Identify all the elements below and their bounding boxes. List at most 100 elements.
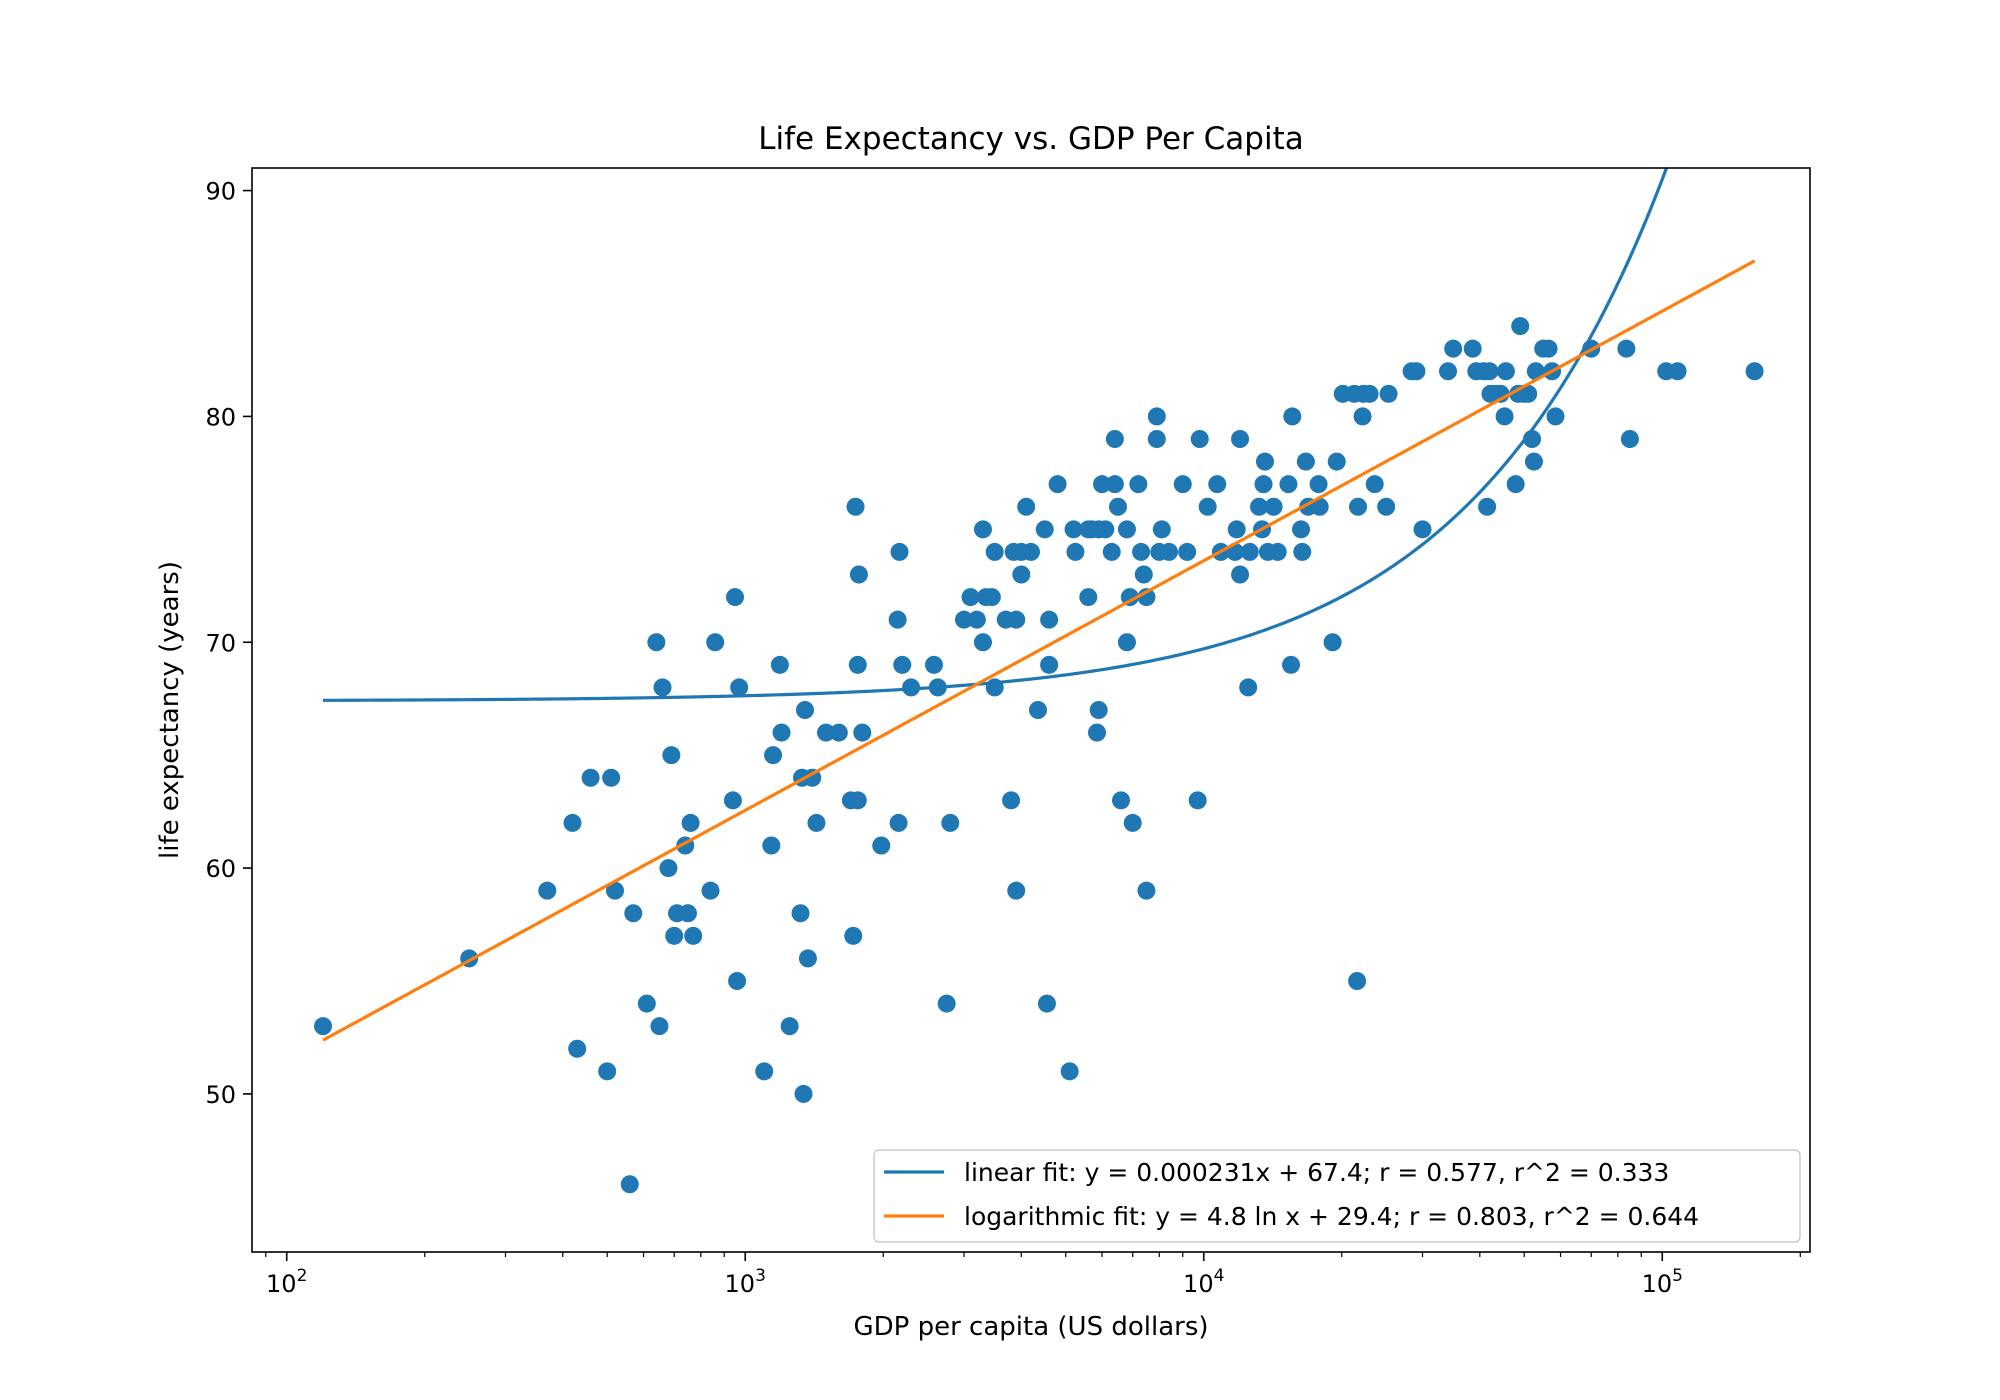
data-point bbox=[701, 881, 720, 900]
data-point bbox=[844, 926, 863, 945]
data-point bbox=[1087, 723, 1106, 742]
data-point bbox=[1668, 362, 1687, 381]
data-point bbox=[1129, 475, 1148, 494]
data-point bbox=[653, 678, 672, 697]
data-point bbox=[1539, 339, 1558, 358]
plot-area bbox=[251, 167, 1811, 1253]
data-point bbox=[1292, 520, 1311, 539]
data-point bbox=[1188, 791, 1207, 810]
y-axis: 50 60 70 80 90 bbox=[205, 178, 252, 1109]
x-axis-title: GDP per capita (US dollars) bbox=[853, 1312, 1208, 1342]
data-point bbox=[1413, 520, 1432, 539]
data-point bbox=[985, 542, 1004, 561]
data-point bbox=[659, 859, 678, 878]
data-point bbox=[1617, 339, 1636, 358]
data-point bbox=[1022, 542, 1040, 561]
data-point bbox=[1208, 475, 1227, 494]
data-point bbox=[1066, 542, 1085, 561]
data-point bbox=[770, 655, 789, 674]
data-point bbox=[1282, 655, 1301, 674]
data-point bbox=[941, 813, 960, 832]
data-point bbox=[1524, 452, 1543, 471]
data-point bbox=[1198, 497, 1217, 516]
data-point bbox=[1439, 362, 1458, 381]
data-point bbox=[1444, 339, 1463, 358]
data-point bbox=[1093, 475, 1112, 494]
data-point bbox=[1089, 701, 1108, 719]
data-point bbox=[1478, 497, 1497, 516]
data-point bbox=[1102, 542, 1121, 561]
data-point bbox=[1463, 339, 1482, 358]
y-tick-label: 60 bbox=[205, 855, 236, 883]
data-point bbox=[1060, 1062, 1079, 1081]
data-point bbox=[1120, 588, 1139, 607]
data-point bbox=[581, 768, 600, 787]
data-point bbox=[848, 791, 867, 810]
data-point bbox=[973, 520, 992, 539]
data-point bbox=[937, 994, 956, 1013]
data-point bbox=[829, 723, 848, 742]
data-point bbox=[1268, 542, 1287, 561]
data-point bbox=[1353, 407, 1372, 426]
data-point bbox=[1495, 407, 1514, 426]
data-point bbox=[1007, 881, 1026, 900]
data-point bbox=[730, 678, 749, 697]
data-point bbox=[794, 1084, 813, 1103]
data-point bbox=[1255, 452, 1274, 471]
plot-frame bbox=[251, 167, 1811, 1253]
data-point bbox=[1132, 542, 1151, 561]
data-point bbox=[888, 610, 907, 629]
data-point bbox=[1007, 610, 1026, 629]
data-point bbox=[1117, 633, 1136, 652]
data-point bbox=[1250, 497, 1269, 516]
data-point bbox=[1283, 407, 1302, 426]
data-point bbox=[849, 565, 868, 584]
data-point bbox=[1105, 475, 1124, 494]
data-point bbox=[1348, 972, 1367, 990]
data-point bbox=[538, 881, 557, 900]
data-point bbox=[1327, 452, 1346, 471]
data-point bbox=[728, 972, 747, 990]
data-point bbox=[1064, 520, 1083, 539]
data-point bbox=[726, 588, 745, 607]
data-point bbox=[1506, 475, 1525, 494]
data-point bbox=[1079, 588, 1098, 607]
data-point bbox=[872, 836, 891, 855]
data-point bbox=[791, 904, 810, 923]
data-point bbox=[606, 881, 625, 900]
y-tick-label: 70 bbox=[205, 629, 236, 657]
data-point bbox=[1511, 317, 1530, 336]
data-point bbox=[1137, 881, 1156, 900]
data-point bbox=[1040, 610, 1059, 629]
data-point bbox=[1480, 362, 1499, 381]
data-point bbox=[1379, 384, 1398, 403]
data-point bbox=[764, 746, 783, 765]
data-point bbox=[1123, 813, 1142, 832]
data-point bbox=[620, 1175, 639, 1194]
data-point bbox=[1096, 520, 1115, 539]
data-point bbox=[846, 497, 865, 516]
data-point bbox=[624, 904, 643, 923]
data-point bbox=[890, 542, 909, 561]
data-point bbox=[1745, 362, 1764, 381]
data-point bbox=[1279, 475, 1298, 494]
data-point bbox=[1173, 475, 1192, 494]
data-point bbox=[803, 768, 822, 787]
data-point bbox=[1377, 497, 1396, 516]
data-point bbox=[1519, 384, 1538, 403]
data-point bbox=[602, 768, 621, 787]
data-point bbox=[1546, 407, 1565, 426]
data-point bbox=[848, 655, 867, 674]
data-point bbox=[1147, 430, 1166, 448]
data-point bbox=[893, 655, 912, 674]
data-point bbox=[967, 610, 986, 629]
data-point bbox=[1112, 791, 1131, 810]
data-point bbox=[662, 746, 681, 765]
data-point bbox=[1227, 520, 1246, 539]
data-point bbox=[314, 1017, 333, 1036]
y-tick-label: 90 bbox=[205, 178, 236, 206]
data-point bbox=[1108, 497, 1127, 516]
data-point bbox=[1105, 430, 1124, 448]
data-point bbox=[982, 588, 1001, 607]
